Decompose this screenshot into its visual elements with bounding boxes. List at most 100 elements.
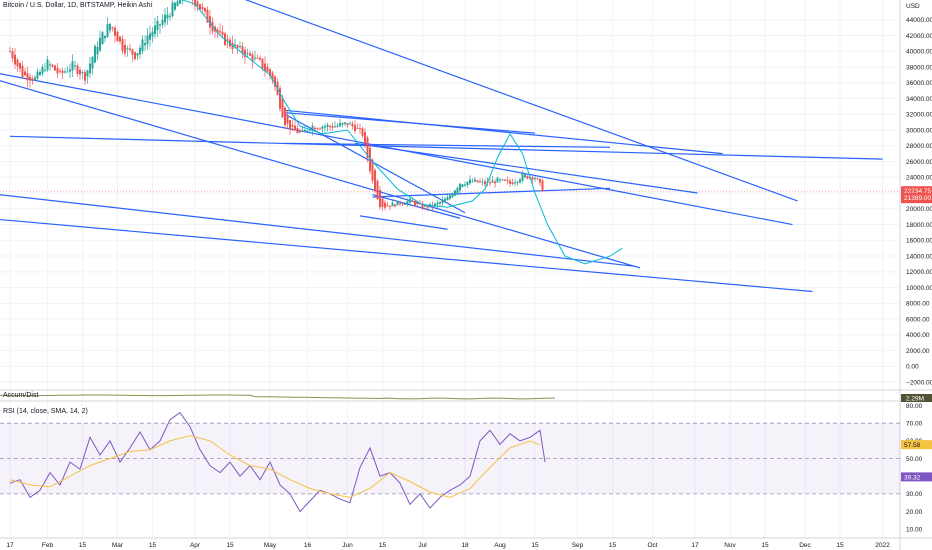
- candle-body: [201, 6, 204, 10]
- date-tick-label: Dec: [799, 542, 811, 549]
- date-tick-label: 18: [461, 542, 469, 549]
- candle: [464, 181, 466, 188]
- candle-body: [129, 48, 131, 50]
- candle-body: [421, 203, 424, 209]
- candle-body: [401, 203, 404, 205]
- trendline: [0, 194, 636, 267]
- candle-body: [541, 180, 544, 192]
- price-badge: 22234.75: [901, 186, 932, 196]
- candle-body: [329, 125, 331, 127]
- candle-body: [426, 205, 429, 208]
- price-tick-label: 2000.00: [906, 348, 930, 355]
- candle: [336, 123, 339, 129]
- candle: [531, 176, 534, 185]
- price-tick-label: −2000.00: [906, 379, 932, 386]
- candle-body: [66, 71, 69, 73]
- date-tick-label: 17: [6, 542, 14, 549]
- candle-body: [311, 125, 314, 130]
- trendlines[interactable]: [0, 0, 883, 293]
- candle: [446, 192, 449, 201]
- candle-body: [36, 71, 39, 79]
- candle-body: [39, 72, 41, 75]
- candle: [151, 27, 154, 43]
- candle-body: [461, 184, 464, 188]
- candle: [331, 122, 334, 131]
- candle: [31, 75, 34, 85]
- candle-body: [111, 27, 114, 29]
- candle: [471, 178, 474, 183]
- candle-body: [349, 123, 351, 125]
- candle: [94, 44, 96, 63]
- candle: [19, 62, 21, 73]
- candle: [441, 196, 444, 206]
- candle-body: [496, 177, 499, 183]
- candle-body: [26, 73, 29, 81]
- candle: [89, 56, 91, 78]
- candle-body: [464, 184, 466, 186]
- price-tick-label: 8000.00: [906, 301, 930, 308]
- candle: [374, 168, 376, 193]
- candle-body: [146, 35, 149, 45]
- candle-body: [101, 32, 104, 45]
- candle-body: [501, 179, 504, 181]
- candle-body: [434, 203, 436, 206]
- candle: [264, 56, 266, 77]
- candle-body: [141, 39, 144, 52]
- candle-body: [441, 199, 444, 203]
- candle-body: [114, 27, 116, 36]
- accum-dist-label: Accum/Dist: [3, 392, 39, 399]
- candle: [199, 3, 201, 11]
- candle: [479, 178, 481, 183]
- candle-body: [209, 16, 211, 28]
- candle: [171, 0, 174, 18]
- candle: [304, 125, 306, 132]
- candle-body: [389, 205, 391, 207]
- rsi-badge-text: 57.58: [904, 442, 921, 449]
- candle-body: [424, 205, 426, 207]
- candle-body: [204, 8, 206, 12]
- trendline: [372, 187, 611, 198]
- candle: [201, 2, 204, 15]
- price-tick-label: 4000.00: [906, 332, 930, 339]
- candle-body: [474, 179, 476, 182]
- price-badge: 21389.00: [901, 192, 932, 202]
- candle-body: [396, 200, 399, 206]
- candle-body: [34, 77, 36, 80]
- candle-body: [16, 59, 19, 67]
- rsi-tick-label: 30.00: [906, 491, 923, 498]
- candle-body: [331, 126, 334, 128]
- rsi-line: [9, 411, 546, 513]
- price-tick-label: 38000.00: [906, 64, 932, 71]
- axes: USD −2000.00 0.00 2000.00 4000.00 6000.00 8000…: [6, 3, 932, 549]
- price-tick-label: 40000.00: [906, 49, 932, 56]
- candle-body: [301, 130, 304, 132]
- price-tick-label: 28000.00: [906, 143, 932, 150]
- candle: [499, 178, 501, 184]
- candle-body: [319, 128, 321, 130]
- candle: [359, 123, 361, 135]
- candle-body: [269, 69, 271, 76]
- candle: [266, 63, 269, 72]
- candle: [139, 44, 141, 59]
- candle: [469, 175, 471, 186]
- rsi-badge: 57.58: [901, 440, 932, 450]
- candle-body: [24, 71, 26, 76]
- candle: [156, 15, 159, 37]
- candle-body: [369, 147, 371, 172]
- candle: [519, 177, 521, 185]
- candle: [536, 177, 539, 180]
- candle: [294, 120, 296, 131]
- candle: [381, 197, 384, 211]
- candle: [76, 63, 79, 77]
- candle-body: [69, 69, 71, 72]
- candle: [174, 1, 176, 12]
- candle-body: [64, 71, 66, 73]
- candle-body: [334, 126, 336, 128]
- candle-body: [206, 9, 209, 23]
- candle-body: [231, 43, 234, 49]
- candle-body: [449, 195, 451, 199]
- price-tick-label: 44000.00: [906, 17, 932, 24]
- candle-body: [456, 187, 459, 194]
- candle-body: [254, 57, 256, 59]
- candle-body: [131, 49, 134, 55]
